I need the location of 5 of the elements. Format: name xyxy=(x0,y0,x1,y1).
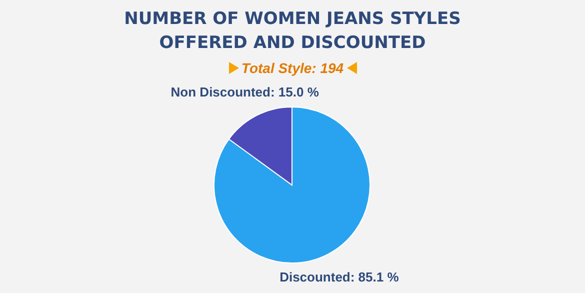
slice-label: Non Discounted: 15.0 % xyxy=(170,84,320,100)
chart-title: NUMBER OF WOMEN JEANS STYLES OFFERED AND DISCOUNTED xyxy=(124,9,461,53)
chart-subtitle: Total Style: 194 xyxy=(241,60,344,76)
slice-label: Discounted: 85.1 % xyxy=(280,270,400,285)
pie-slice xyxy=(214,106,370,264)
